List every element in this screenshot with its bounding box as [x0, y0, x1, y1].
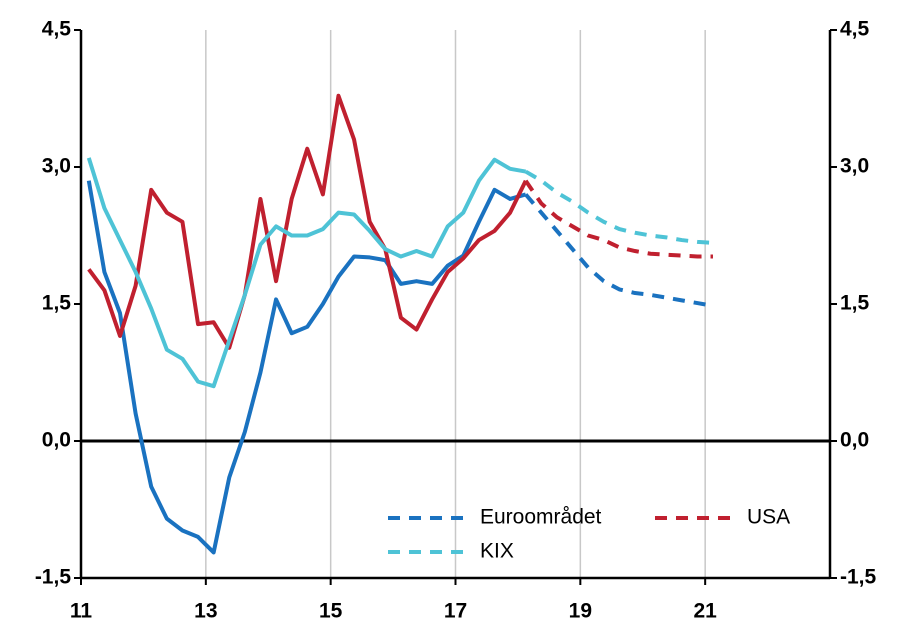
y-tick-label: 0,0	[42, 429, 71, 452]
y-tick-label: 4,5	[42, 18, 72, 41]
series-line	[86, 157, 527, 389]
forecast-line	[524, 169, 714, 245]
x-tick-label: 17	[444, 600, 467, 623]
x-tick-label: 19	[569, 600, 592, 623]
y-tick-label: -1,5	[35, 566, 72, 589]
y2-tick-label: -1,5	[840, 566, 877, 589]
y2-tick-label: 0,0	[840, 429, 869, 452]
forecast-line	[524, 179, 713, 259]
legend-label: KIX	[480, 540, 514, 563]
y-tick-label: 1,5	[42, 292, 72, 315]
y-tick-label: 3,0	[42, 155, 71, 178]
legend-label: Euroområdet	[480, 506, 602, 529]
forecast-line	[524, 193, 714, 308]
series-line	[86, 180, 527, 555]
series-line	[87, 93, 528, 350]
y2-tick-label: 4,5	[840, 18, 870, 41]
x-tick-label: 15	[319, 600, 343, 623]
x-tick-label: 21	[693, 600, 717, 623]
x-tick-label: 13	[194, 600, 217, 623]
x-tick-label: 11	[70, 600, 93, 623]
y2-tick-label: 3,0	[840, 155, 869, 178]
legend-label: USA	[747, 506, 790, 529]
y2-tick-label: 1,5	[840, 292, 870, 315]
